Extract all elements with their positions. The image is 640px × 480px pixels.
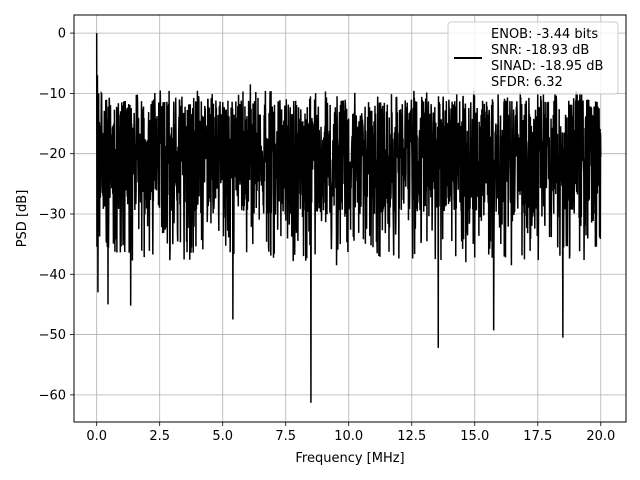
plot-area (95, 33, 602, 403)
x-tick-label: 17.5 (523, 429, 552, 444)
x-tick-label: 2.5 (149, 429, 170, 444)
y-tick-label: −20 (39, 147, 66, 162)
x-axis-label: Frequency [MHz] (295, 451, 404, 466)
y-tick-label: −30 (39, 207, 66, 222)
x-tick-label: 5.0 (212, 429, 233, 444)
y-axis-label: PSD [dB] (15, 190, 30, 248)
legend-box (447, 21, 619, 95)
legend-entry-sfdr: SFDR: 6.32 (491, 75, 563, 90)
axes-frame (73, 14, 627, 423)
legend-entry-sinad: SINAD: -18.95 dB (491, 59, 603, 74)
y-tick-label: −10 (39, 87, 66, 102)
x-tick-label: 0.0 (86, 429, 107, 444)
y-tick-label: −40 (39, 268, 66, 283)
legend-entry-snr: SNR: -18.93 dB (491, 43, 589, 58)
y-tick-label: −60 (39, 388, 66, 403)
x-tick-label: 7.5 (275, 429, 296, 444)
y-tick-label: −50 (39, 328, 66, 343)
x-tick-label: 15.0 (460, 429, 489, 444)
axis-ticks: 0.0 2.5 5.0 7.5 10.0 12.5 15.0 17.5 20.0 0 −10 −20 −… (39, 27, 616, 444)
y-tick-label: 0 (58, 27, 66, 42)
legend: ENOB: -3.44 bits SNR: -18.93 dB SINAD: -… (447, 21, 619, 95)
x-tick-label: 20.0 (586, 429, 615, 444)
x-tick-label: 10.0 (334, 429, 363, 444)
x-tick-label: 12.5 (397, 429, 426, 444)
legend-entry-enob: ENOB: -3.44 bits (491, 27, 598, 42)
psd-series-line (95, 33, 602, 403)
